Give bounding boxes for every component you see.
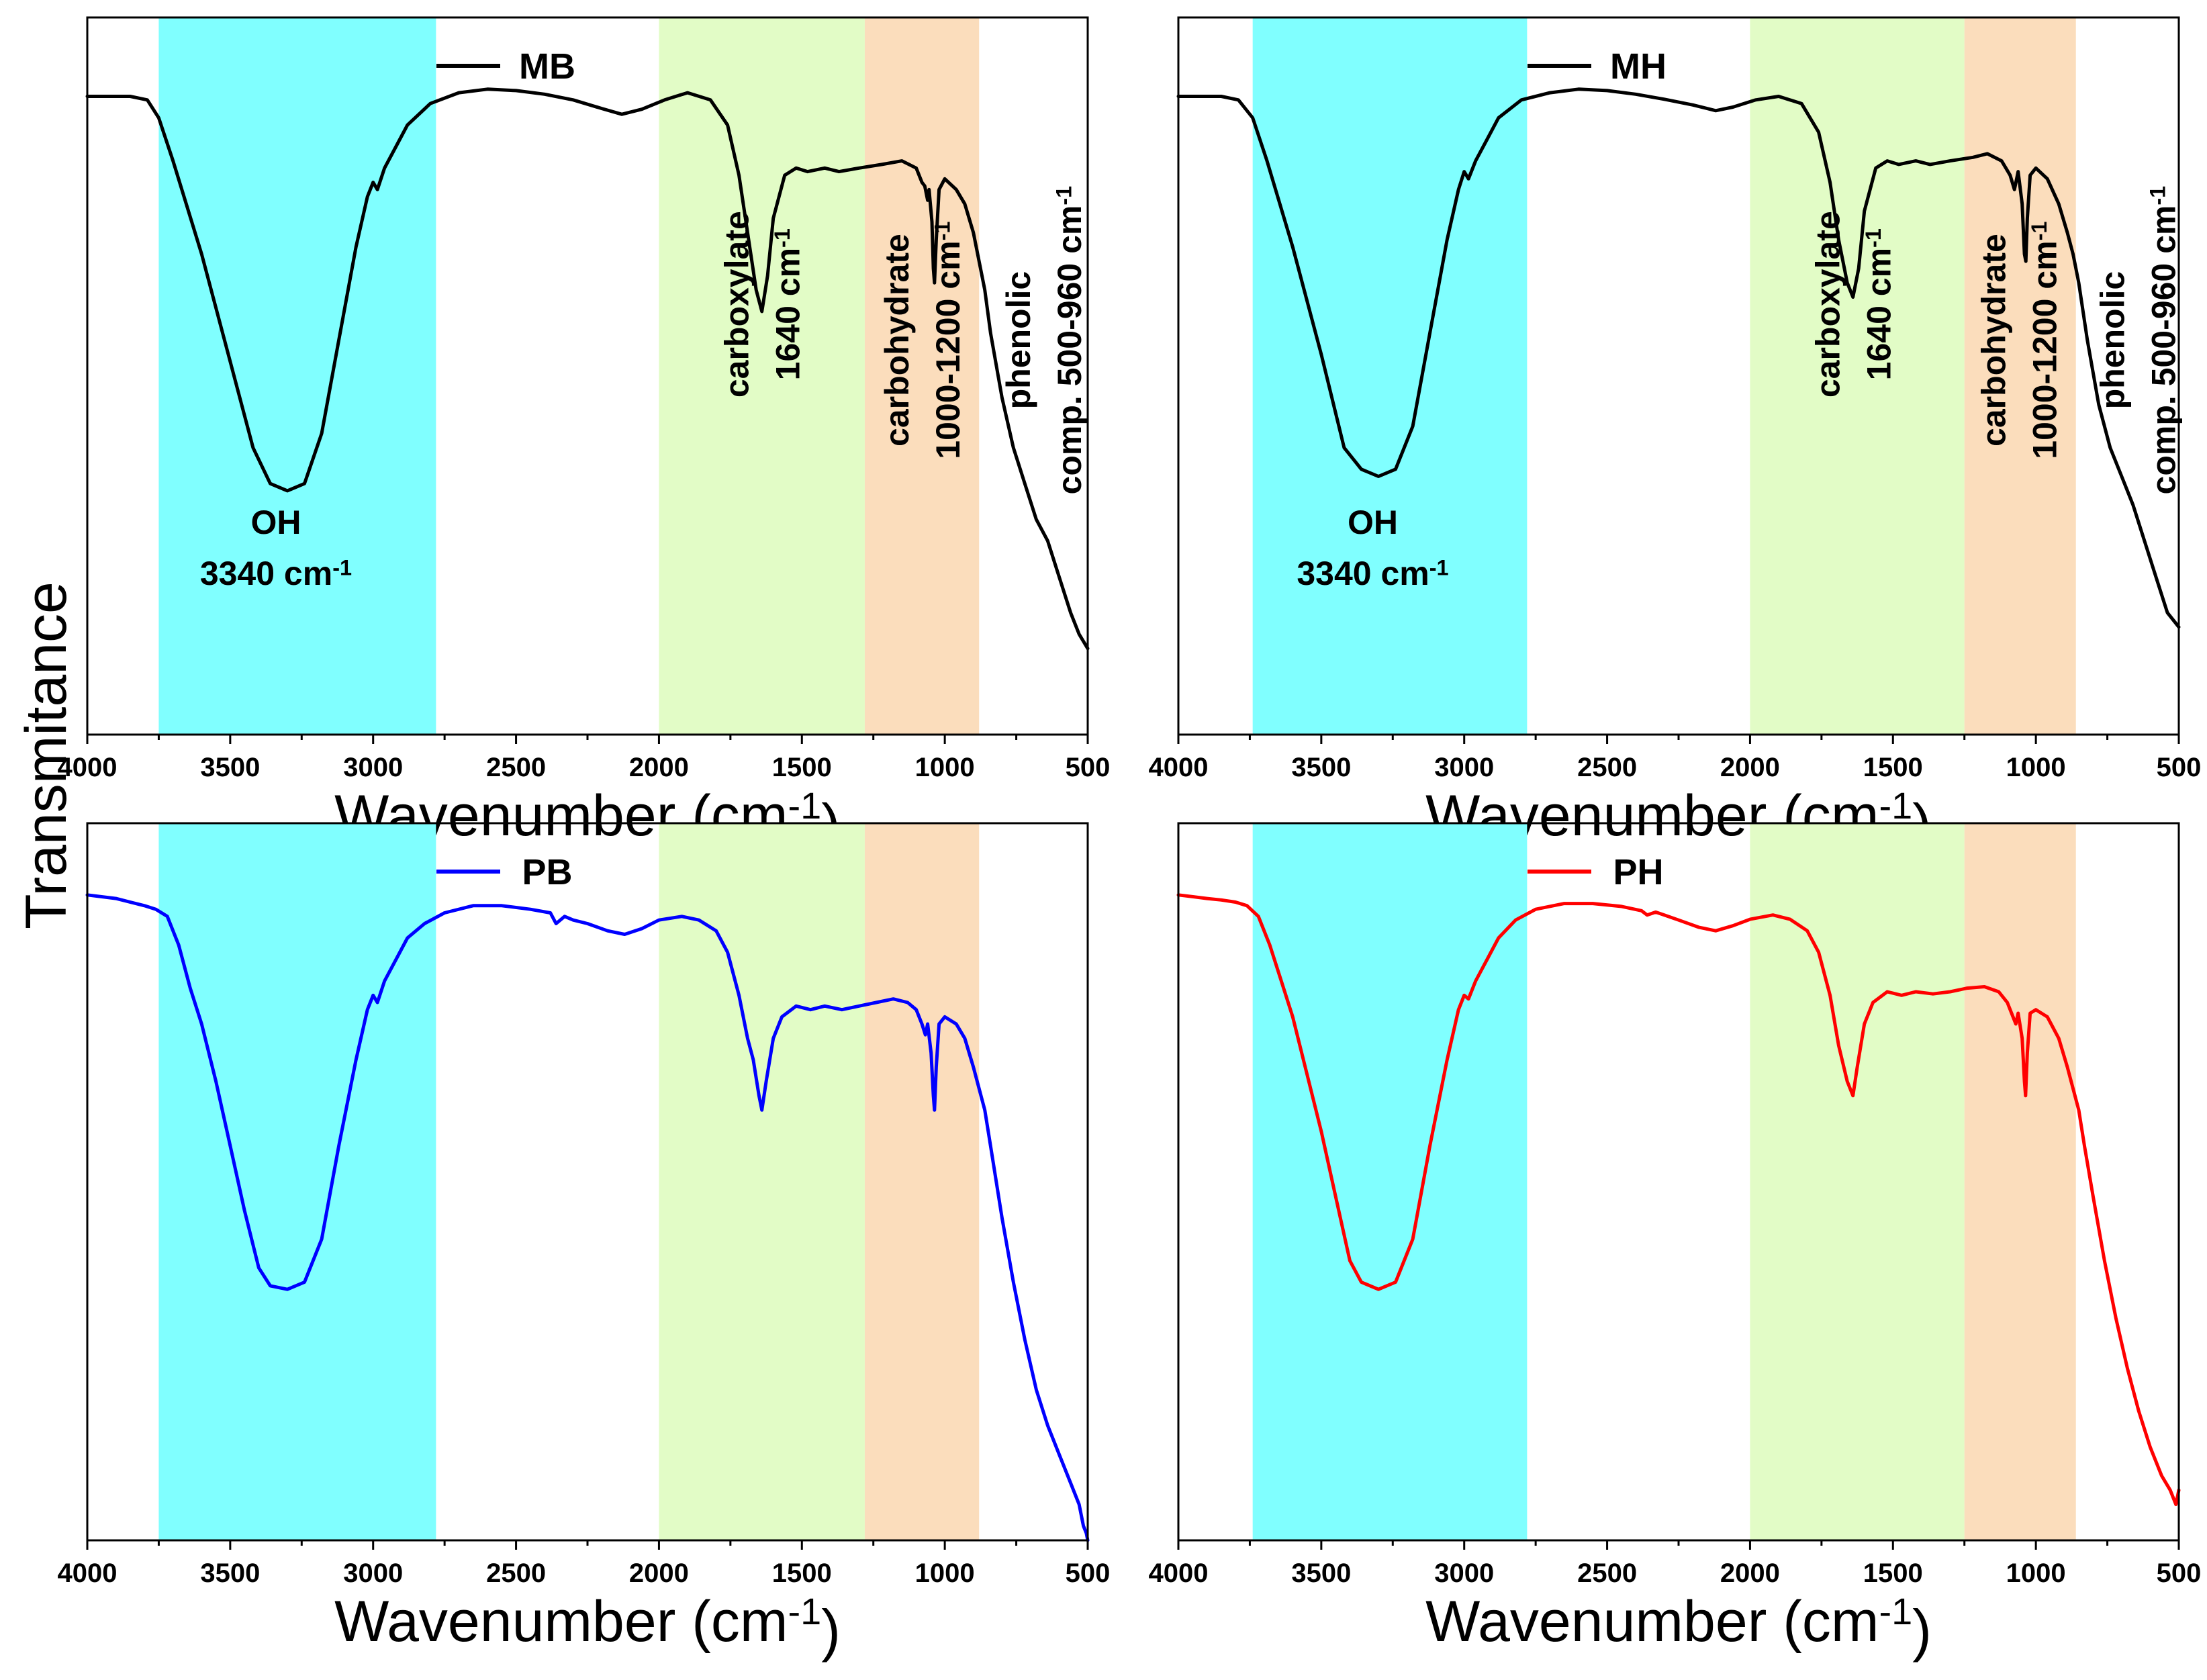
x-tick-label: 500 [1066, 1558, 1111, 1588]
band-label-oh: 3340 cm-1 [1297, 555, 1448, 592]
x-tick-label: 2000 [1720, 753, 1780, 782]
band-carbohydrate [1964, 823, 2076, 1540]
x-tick-label: 2000 [629, 753, 689, 782]
band-label-phenolic: comp. 500-960 cm-1 [2145, 186, 2182, 495]
x-tick-label: 3000 [1434, 753, 1494, 782]
x-tick-label: 1500 [1863, 753, 1923, 782]
x-tick-label: 500 [1066, 753, 1111, 782]
x-tick-label: 3000 [343, 1558, 403, 1588]
panel-mh: 4000 3500 3000 2500 2000 1500 1000 500Wavenumbe… [1149, 16, 2202, 857]
band-carbohydrate [1964, 17, 2076, 735]
x-tick-label: 1500 [772, 1558, 832, 1588]
series-line-ph [1176, 893, 2181, 1507]
x-tick-label: 3000 [1434, 1558, 1494, 1588]
band-label-carbohydrate: carbohydrate [1975, 234, 2013, 447]
x-tick-label: 4000 [1149, 1558, 1209, 1588]
band-label-carboxylate: 1640 cm-1 [1861, 228, 1898, 380]
x-tick-label: 3000 [343, 753, 403, 782]
x-tick-label: 500 [2157, 1558, 2202, 1588]
x-tick-label: 1000 [2006, 1558, 2066, 1588]
panel-pb: 4000 3500 3000 2500 2000 1500 1000 500 Wavenumbe… [58, 822, 1111, 1663]
band-oh [158, 823, 436, 1540]
band-label-carbohydrate: 1000-1200 cm-1 [929, 222, 967, 459]
x-tick-label: 1500 [772, 753, 832, 782]
band-carboxylate [1750, 823, 1965, 1540]
x-axis-label: Wavenumber (cm-1) [334, 1589, 841, 1663]
legend-label: PB [522, 852, 572, 892]
panel-mb: 4000 3500 3000 2500 2000 1500 1000 500Wavenumbe… [58, 16, 1111, 857]
series-line-mh [1176, 87, 2181, 629]
x-tick-label: 3500 [200, 1558, 260, 1588]
band-oh [1252, 17, 1528, 735]
series-line-mb [85, 87, 1090, 651]
x-tick-label: 1000 [2006, 753, 2066, 782]
x-tick-label: 3500 [1291, 1558, 1351, 1588]
x-tick-label: 2500 [1577, 753, 1637, 782]
band-label-oh: OH [1348, 504, 1398, 541]
band-label-carbohydrate: 1000-1200 cm-1 [2026, 222, 2064, 459]
band-label-carboxylate: carboxylate [718, 211, 756, 398]
x-tick-label: 2500 [486, 753, 546, 782]
x-tick-label: 2500 [486, 1558, 546, 1588]
legend-label: MH [1610, 46, 1666, 87]
x-tick-label: 4000 [58, 753, 118, 782]
series-line-pb [85, 893, 1090, 1542]
x-tick-label: 500 [2157, 753, 2202, 782]
band-label-phenolic: comp. 500-960 cm-1 [1051, 186, 1088, 495]
x-tick-label: 1500 [1863, 1558, 1923, 1588]
band-label-carbohydrate: carbohydrate [878, 234, 916, 447]
band-carbohydrate [864, 823, 980, 1540]
x-tick-label: 4000 [58, 1558, 118, 1588]
x-tick-label: 2500 [1577, 1558, 1637, 1588]
band-label-phenolic: phenolic [1000, 271, 1037, 410]
x-tick-label: 3500 [200, 753, 260, 782]
y-axis-label: Transmitance [14, 581, 79, 929]
band-label-phenolic: phenolic [2094, 271, 2131, 410]
legend-label: PH [1613, 852, 1663, 892]
x-tick-label: 2000 [629, 1558, 689, 1588]
band-carboxylate [659, 17, 865, 735]
x-tick-label: 1000 [915, 1558, 975, 1588]
band-carboxylate [659, 823, 865, 1540]
x-tick-label: 4000 [1149, 753, 1209, 782]
panel-ph: 4000 3500 3000 2500 2000 1500 1000 500 Wavenumbe… [1149, 822, 2202, 1663]
x-tick-label: 2000 [1720, 1558, 1780, 1588]
band-label-carboxylate: carboxylate [1810, 211, 1847, 398]
x-axis-label: Wavenumber (cm-1) [1425, 1589, 1932, 1663]
legend-label: MB [519, 46, 575, 87]
x-tick-label: 1000 [915, 753, 975, 782]
band-oh [1252, 823, 1528, 1540]
band-oh [158, 17, 436, 735]
band-label-oh: OH [250, 504, 301, 541]
x-tick-label: 3500 [1291, 753, 1351, 782]
band-carboxylate [1750, 17, 1965, 735]
band-label-oh: 3340 cm-1 [200, 555, 352, 592]
band-carbohydrate [864, 17, 980, 735]
band-label-carboxylate: 1640 cm-1 [769, 228, 807, 380]
